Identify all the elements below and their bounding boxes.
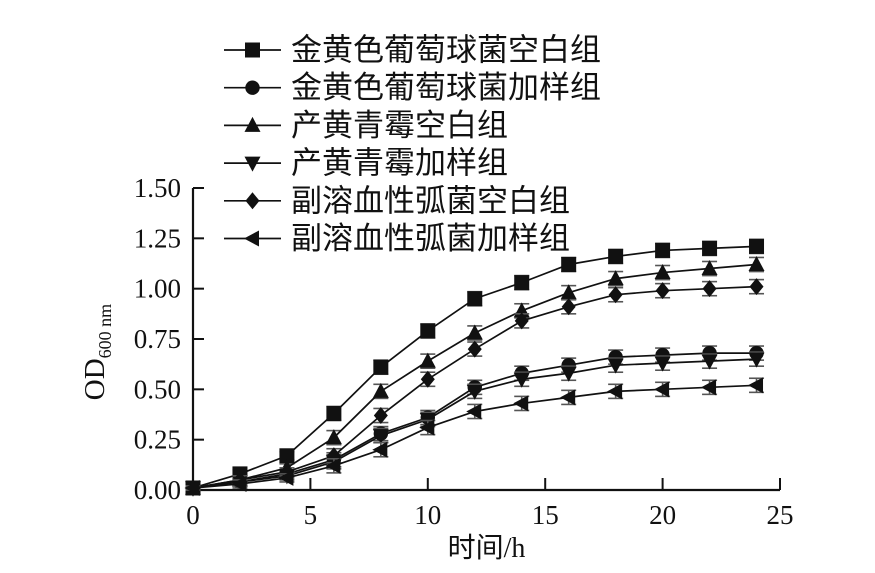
data-point-triangle-up	[466, 324, 483, 340]
x-tick-label: 0	[186, 500, 200, 530]
data-point-triangle-left	[184, 479, 200, 496]
y-tick-label: 0.75	[134, 324, 181, 354]
legend-marker-triangle-down-icon	[244, 156, 261, 172]
x-tick-label: 25	[767, 500, 794, 530]
y-tick-label: 0.00	[134, 475, 181, 505]
legend-item-label: 产黄青霉空白组	[291, 108, 508, 143]
series-line-square	[192, 245, 757, 489]
data-point-square	[373, 359, 389, 375]
data-point-square	[702, 240, 718, 256]
x-tick-label: 5	[304, 500, 318, 530]
y-tick-label: 1.25	[134, 223, 181, 253]
data-point-square	[655, 242, 671, 258]
data-point-diamond	[514, 312, 529, 330]
data-point-triangle-left	[701, 379, 717, 396]
data-point-triangle-left	[466, 403, 482, 420]
data-point-square	[467, 291, 483, 307]
data-point-triangle-left	[513, 395, 529, 412]
data-point-diamond	[467, 340, 482, 358]
legend-item-label: 金黄色葡萄球菌加样组	[291, 70, 601, 105]
data-point-square	[420, 323, 436, 339]
data-point-triangle-left	[372, 441, 388, 458]
data-point-diamond	[608, 286, 623, 304]
y-axis-title-main: OD	[79, 358, 111, 400]
data-point-triangle-left	[607, 383, 623, 400]
data-point-triangle-left	[325, 457, 341, 474]
data-point-triangle-up	[654, 264, 671, 280]
data-point-diamond	[561, 298, 576, 316]
data-point-square	[514, 275, 530, 291]
data-point-triangle-left	[560, 389, 576, 406]
y-tick-label: 0.50	[134, 374, 181, 404]
data-point-diamond	[655, 282, 670, 300]
data-point-diamond	[749, 278, 764, 296]
data-point-diamond	[373, 407, 388, 425]
data-point-triangle-down	[654, 356, 671, 372]
data-point-triangle-left	[278, 469, 294, 486]
data-point-triangle-up	[560, 284, 577, 300]
data-point-square	[608, 248, 624, 264]
legend-item-label: 产黄青霉加样组	[291, 146, 508, 181]
y-tick-label: 1.00	[134, 274, 181, 304]
data-point-triangle-left	[748, 377, 764, 394]
data-point-triangle-down	[372, 429, 389, 445]
data-point-triangle-down	[607, 358, 624, 374]
data-point-triangle-up	[701, 260, 718, 276]
data-point-square	[279, 448, 295, 464]
data-point-triangle-left	[654, 381, 670, 398]
data-point-square	[749, 238, 765, 254]
y-axis-title: OD600 nm	[79, 304, 115, 400]
y-tick-label: 1.50	[134, 173, 181, 203]
data-point-triangle-down	[748, 352, 765, 368]
data-point-triangle-down	[513, 372, 530, 388]
data-point-triangle-left	[231, 475, 247, 492]
data-point-triangle-up	[607, 270, 624, 286]
series-line-triangle-left	[192, 384, 757, 489]
legend-marker-triangle-left-icon	[244, 230, 259, 247]
data-point-triangle-left	[419, 419, 435, 436]
y-axis-title-subscript: 600 nm	[95, 304, 115, 359]
legend-item-label: 副溶血性弧菌空白组	[291, 183, 570, 218]
x-tick-label: 10	[414, 500, 441, 530]
data-point-triangle-down	[466, 384, 483, 400]
legend-marker-square-icon	[245, 42, 260, 58]
data-point-diamond	[420, 370, 435, 388]
legend-item-label: 副溶血性弧菌加样组	[291, 221, 570, 256]
series-line-circle	[192, 352, 757, 489]
series-line-triangle-down	[192, 358, 757, 489]
data-point-triangle-down	[701, 354, 718, 370]
data-point-triangle-up	[372, 382, 389, 398]
x-tick-label: 15	[532, 500, 559, 530]
data-point-triangle-up	[748, 256, 765, 272]
legend-marker-circle-icon	[245, 80, 260, 95]
data-point-triangle-up	[325, 429, 342, 445]
legend-marker-diamond-icon	[245, 192, 260, 210]
data-point-square	[326, 405, 342, 421]
x-tick-label: 20	[649, 500, 676, 530]
legend-marker-triangle-up-icon	[244, 116, 261, 132]
data-point-diamond	[702, 280, 717, 298]
x-axis-title: 时间/h	[448, 532, 526, 564]
data-point-triangle-down	[560, 366, 577, 382]
data-point-triangle-up	[419, 352, 436, 368]
data-point-square	[561, 257, 577, 273]
y-tick-label: 0.25	[134, 425, 181, 455]
legend-item-label: 金黄色葡萄球菌空白组	[291, 33, 601, 68]
